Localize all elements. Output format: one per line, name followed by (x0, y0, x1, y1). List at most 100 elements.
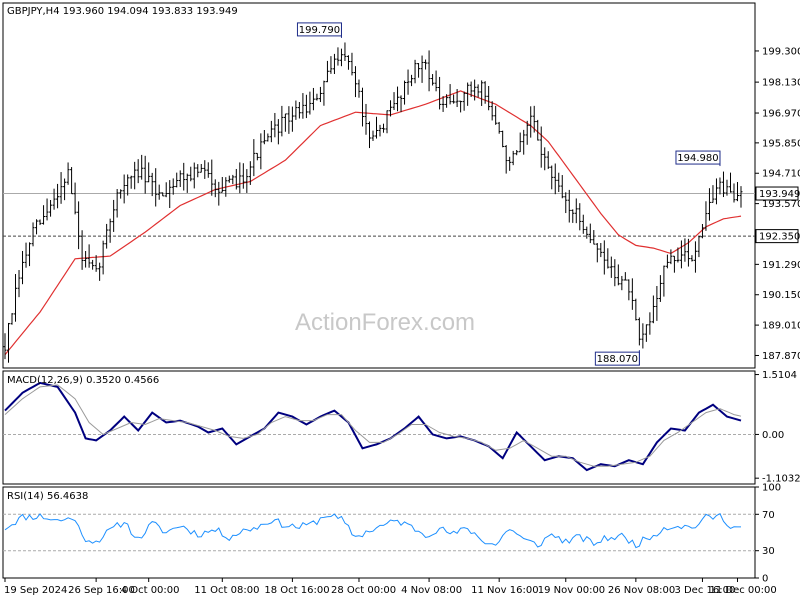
price-bar (91, 259, 95, 270)
price-bar (707, 188, 711, 221)
callout-label: 199.790 (299, 25, 340, 36)
macd-axis-label: 1.5104 (762, 370, 797, 381)
price-bar (301, 93, 305, 119)
time-axis-label: 4 Oct 00:00 (121, 585, 180, 596)
price-bar (10, 313, 14, 325)
price-bar (613, 259, 617, 287)
price-bar (641, 323, 645, 349)
price-bar (658, 275, 662, 302)
price-bar (539, 126, 543, 168)
price-bar (336, 47, 340, 66)
time-axis-label: 26 Sep 16:00 (68, 585, 135, 596)
price-bar (735, 182, 739, 202)
price-bar (3, 333, 7, 360)
price-pane: ActionForex.com 199.790 188.070 194.980 GB… (2, 2, 756, 369)
price-bar (522, 129, 526, 155)
price-bar (445, 94, 449, 108)
price-bar (609, 256, 613, 278)
price-bar (711, 185, 715, 203)
rsi-axis: 100 70 30 0 (755, 483, 781, 585)
price-bar (122, 174, 126, 204)
price-bar (515, 149, 519, 156)
price-bar (318, 86, 322, 103)
price-bar (276, 119, 280, 145)
price-bar (462, 91, 466, 111)
price-bar (553, 163, 557, 195)
price-bar (115, 189, 119, 218)
price-bar (56, 183, 60, 209)
rsi-axis-label: 0 (762, 574, 768, 585)
price-bar (574, 198, 578, 224)
price-axis-label: 190.150 (762, 290, 800, 301)
price-bar (290, 106, 294, 132)
price-bar (392, 92, 396, 110)
price-bar (241, 163, 245, 189)
price-bar (497, 121, 501, 134)
price-bar (35, 219, 39, 235)
price-bar (529, 106, 533, 138)
price-bar (70, 167, 74, 195)
price-bar (571, 209, 575, 223)
price-bar (213, 179, 217, 198)
watermark: ActionForex.com (295, 309, 475, 336)
price-bar (245, 169, 249, 193)
rsi-axis-label: 70 (762, 510, 775, 521)
time-axis-label: 11 Oct 08:00 (194, 585, 259, 596)
price-bar (620, 275, 624, 291)
price-bar (360, 87, 364, 127)
price-bar (210, 159, 214, 196)
price-axis-label: 193.570 (762, 199, 800, 210)
time-axis-label: 18 Oct 16:00 (264, 585, 329, 596)
price-bar (255, 152, 259, 161)
price-bar (410, 74, 414, 87)
price-bar (224, 177, 228, 197)
time-axis-label: 4 Nov 08:00 (401, 585, 462, 596)
macd-pane-frame (2, 370, 756, 485)
price-bar (739, 186, 743, 208)
price-bar (718, 177, 722, 195)
price-bar (399, 95, 403, 113)
price-bar (322, 80, 326, 106)
price-bar (466, 82, 470, 106)
time-axis-label: 19 Nov 00:00 (538, 585, 605, 596)
price-bar (700, 224, 704, 239)
price-axis-label: 198.130 (762, 78, 800, 89)
price-bar (119, 189, 123, 199)
price-bar (112, 199, 116, 232)
price-bar (175, 172, 179, 188)
price-bar (592, 230, 596, 245)
macd-signal-line (4, 384, 742, 467)
price-bar (536, 119, 540, 141)
rsi-axis-label: 30 (762, 546, 775, 557)
price-bar (438, 76, 442, 110)
price-bar (417, 63, 421, 78)
price-bar (315, 93, 319, 101)
price-bar (98, 262, 102, 281)
price-axis: 199.300 198.130 196.970 195.850 194.710 193.5… (755, 46, 800, 362)
rsi-line-layer (3, 513, 755, 552)
price-bar (567, 189, 571, 223)
price-bar (396, 86, 400, 112)
price-bar (469, 81, 473, 97)
price-bar (126, 174, 130, 196)
price-bar (73, 182, 77, 215)
price-bar (28, 242, 32, 267)
price-bar (452, 94, 456, 104)
price-bar (238, 162, 242, 194)
price-bar (21, 250, 25, 285)
price-axis-label: 194.710 (762, 169, 800, 180)
price-bar (725, 179, 729, 196)
price-bar (662, 265, 666, 297)
price-bar (161, 192, 165, 197)
price-bar (297, 101, 301, 119)
price-bar (564, 192, 568, 214)
price-bar (525, 120, 529, 145)
price-bar (59, 172, 63, 204)
price-bar (655, 285, 659, 321)
price-bar (206, 162, 210, 178)
price-bar (129, 175, 133, 189)
callout-box (296, 22, 342, 37)
price-bar (154, 168, 158, 207)
price-bar (364, 103, 368, 135)
